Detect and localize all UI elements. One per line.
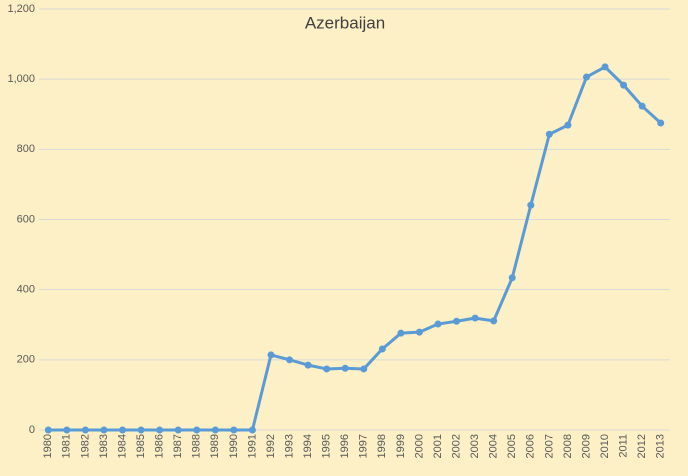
data-point: [620, 81, 628, 89]
x-tick-label: 1988: [191, 434, 203, 458]
x-tick-label: 2011: [618, 434, 630, 458]
x-tick-label: 1985: [135, 434, 147, 458]
x-tick-label: 1994: [302, 434, 314, 458]
x-tick-label: 2003: [469, 434, 481, 458]
y-tick-label: 200: [17, 354, 35, 366]
x-tick-label: 1986: [154, 434, 166, 458]
data-point: [378, 345, 386, 353]
data-point: [360, 365, 368, 373]
x-tick-label: 2009: [580, 434, 592, 458]
x-tick-label: 2000: [413, 434, 425, 458]
data-point: [582, 73, 590, 81]
x-tick-label: 1999: [395, 434, 407, 458]
data-point: [304, 361, 312, 369]
x-tick-label: 2004: [488, 434, 500, 458]
data-point: [638, 102, 646, 110]
x-tick-label: 1995: [321, 434, 333, 458]
x-tick-label: 1980: [42, 434, 54, 458]
data-point: [657, 119, 665, 127]
data-point: [137, 426, 145, 434]
x-tick-label: 1993: [283, 434, 295, 458]
x-tick-label: 1998: [376, 434, 388, 458]
y-tick-label: 600: [17, 213, 35, 225]
x-tick-label: 1983: [98, 434, 110, 458]
data-point: [508, 274, 516, 282]
data-point: [397, 329, 405, 337]
data-point: [286, 356, 294, 364]
data-point: [44, 426, 52, 434]
y-tick-label: 0: [29, 424, 35, 436]
data-point: [267, 351, 275, 359]
x-tick-label: 1992: [265, 434, 277, 458]
data-point: [527, 201, 535, 209]
x-tick-label: 1989: [209, 434, 221, 458]
data-point: [545, 130, 553, 138]
data-point: [100, 426, 108, 434]
y-tick-label: 1,000: [7, 73, 35, 85]
y-tick-label: 1,200: [7, 3, 35, 15]
data-point: [211, 426, 219, 434]
data-point: [230, 426, 238, 434]
x-tick-label: 2005: [506, 434, 518, 458]
data-point: [601, 63, 609, 71]
x-tick-label: 1984: [116, 434, 128, 458]
data-point: [415, 328, 423, 336]
data-point: [471, 314, 479, 322]
x-tick-label: 1987: [172, 434, 184, 458]
x-tick-label: 1996: [339, 434, 351, 458]
x-tick-label: 2013: [655, 434, 667, 458]
data-point: [323, 365, 331, 373]
x-tick-label: 2006: [525, 434, 537, 458]
data-point: [81, 426, 89, 434]
x-tick-label: 2012: [636, 434, 648, 458]
y-tick-label: 400: [17, 284, 35, 296]
data-point: [174, 426, 182, 434]
data-line: [48, 65, 662, 432]
y-tick-label: 800: [17, 143, 35, 155]
x-tick-label: 2001: [432, 434, 444, 458]
data-point: [490, 317, 498, 325]
data-point: [63, 426, 71, 434]
x-tick-label: 1991: [246, 434, 258, 458]
x-tick-label: 2010: [599, 434, 611, 458]
x-tick-label: 1982: [79, 434, 91, 458]
data-point: [248, 426, 256, 434]
x-tick-label: 1990: [228, 434, 240, 458]
x-tick-label: 1981: [61, 434, 73, 458]
data-point: [434, 320, 442, 328]
data-point: [193, 426, 201, 434]
x-tick-label: 2007: [543, 434, 555, 458]
x-tick-label: 2002: [450, 434, 462, 458]
x-tick-label: 2008: [562, 434, 574, 458]
chart-title: Azerbaijan: [305, 13, 385, 32]
data-point: [453, 317, 461, 325]
x-tick-label: 1997: [358, 434, 370, 458]
data-point: [341, 364, 349, 372]
data-point: [156, 426, 164, 434]
data-point: [119, 426, 127, 434]
data-point: [564, 121, 572, 129]
